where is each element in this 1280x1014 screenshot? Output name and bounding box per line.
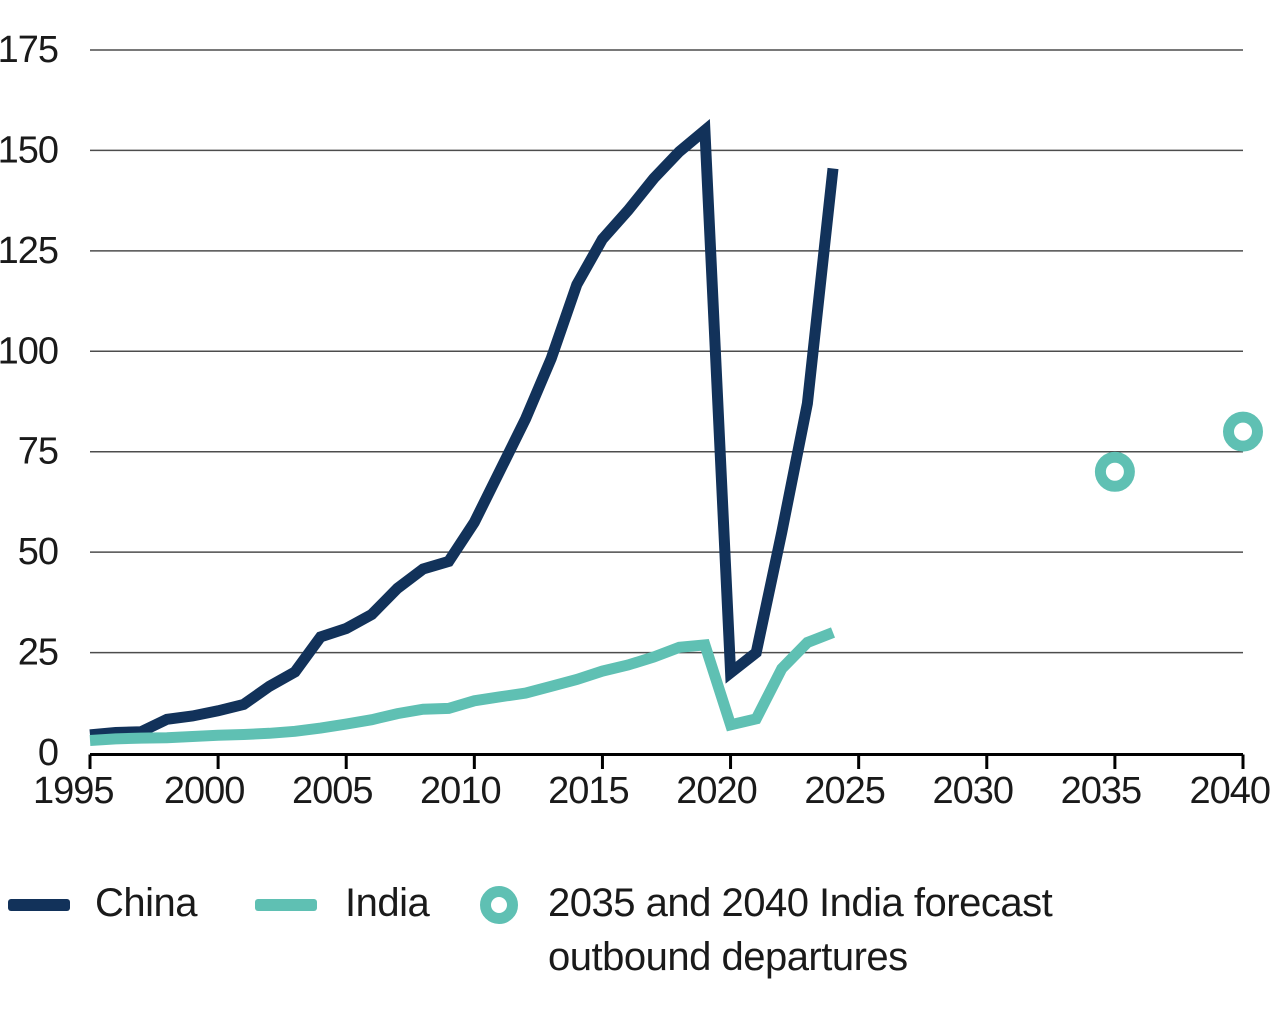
- x-tick-label: 2005: [292, 770, 373, 812]
- y-tick-label: 75: [18, 431, 58, 473]
- x-tick-label: 1995: [33, 770, 114, 812]
- forecast-point-2040: [1223, 411, 1263, 452]
- forecast-point-2035: [1094, 451, 1135, 492]
- x-tick-label: 2010: [420, 770, 501, 812]
- y-tick-label: 0: [38, 732, 58, 774]
- y-tick-label: 175: [0, 29, 58, 71]
- china-line: [89, 119, 839, 741]
- legend-label-china: China: [95, 881, 198, 925]
- legend-label-india: India: [345, 881, 430, 925]
- x-tick-label: 2035: [1061, 770, 1142, 812]
- x-tick-label: 2020: [676, 770, 757, 812]
- india-line: [89, 627, 836, 746]
- y-tick-label: 25: [18, 632, 58, 674]
- legend-label-forecast-line1: 2035 and 2040 India forecast: [548, 881, 1053, 925]
- y-tick-label: 100: [0, 330, 58, 372]
- x-tick-label: 2030: [933, 770, 1014, 812]
- legend-label-forecast: 2035 and 2040 India forecast outbound de…: [548, 876, 1053, 984]
- x-tick-label: 2040: [1189, 770, 1270, 812]
- legend: China India 2035 and 2040 India forecast…: [0, 876, 1280, 1014]
- y-tick-label: 125: [0, 230, 58, 272]
- x-tick-label: 2015: [548, 770, 629, 812]
- line-chart-plot: 0 25 50 75 100 125 150 175 1995 2000 2005 2010 2015 2…: [0, 29, 1271, 812]
- y-tick-label: 50: [18, 531, 58, 573]
- china-line-swatch: [8, 899, 70, 911]
- x-tick-label: 2025: [804, 770, 885, 812]
- forecast-ring-icon: [480, 886, 518, 924]
- legend-label-forecast-line2: outbound departures: [548, 935, 908, 979]
- y-tick-label: 150: [0, 129, 58, 171]
- india-line-swatch: [255, 899, 317, 911]
- x-tick-label: 2000: [164, 770, 245, 812]
